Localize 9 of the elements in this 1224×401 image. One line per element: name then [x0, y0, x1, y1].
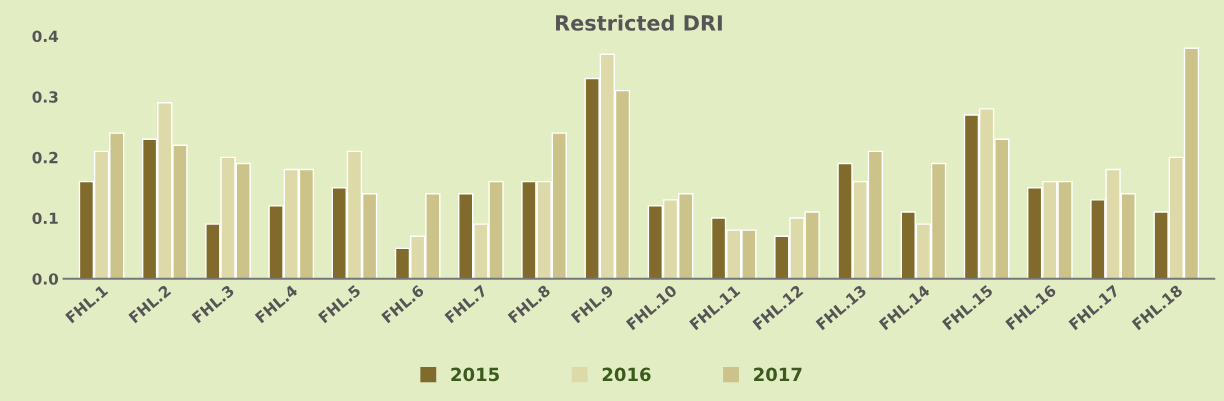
legend-label: 2016	[602, 367, 651, 382]
y-tick-label: 0.1	[32, 212, 58, 225]
legend-label: 2017	[754, 367, 802, 382]
legend-label: 2015	[451, 367, 499, 382]
y-tick-label: 0.3	[32, 91, 58, 103]
y-tick-label: 0.0	[32, 273, 59, 285]
chart-title: Restricted DRI	[556, 14, 722, 31]
y-tick-label: 0.2	[32, 151, 58, 164]
y-tick-label: 0.4	[32, 30, 59, 43]
